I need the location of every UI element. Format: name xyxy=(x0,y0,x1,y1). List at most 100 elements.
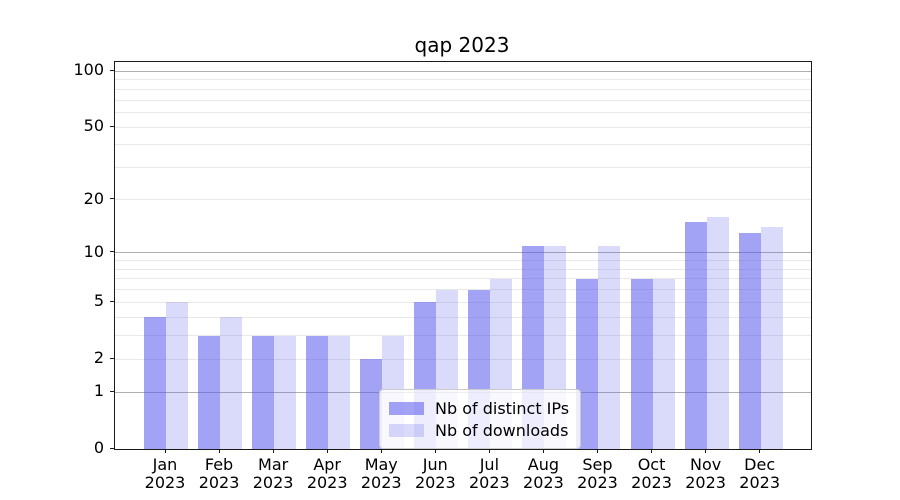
bar-downloads xyxy=(166,302,188,449)
x-tick-label: Nov 2023 xyxy=(666,456,746,492)
x-tick-month: Sep xyxy=(582,455,613,474)
x-tick-mark xyxy=(164,449,166,453)
x-tick-label: Aug 2023 xyxy=(503,456,583,492)
x-tick-mark xyxy=(759,449,761,453)
bar-downloads xyxy=(274,335,297,449)
y-tick-label: 1 xyxy=(93,381,104,401)
x-tick-mark xyxy=(272,449,274,453)
x-tick-year: 2023 xyxy=(360,473,402,492)
y-tick-label: 50 xyxy=(83,116,104,136)
bar-downloads xyxy=(220,317,243,449)
bar-distinct-ips xyxy=(684,222,707,449)
bar-distinct-ips xyxy=(360,359,383,449)
legend-label: Nb of downloads xyxy=(435,420,569,440)
minor-gridline xyxy=(115,144,811,146)
minor-gridline xyxy=(115,88,811,90)
minor-gridline xyxy=(115,289,811,291)
y-tick-mark xyxy=(110,125,114,127)
legend: Nb of distinct IPs Nb of downloads xyxy=(379,389,582,449)
bar-distinct-ips xyxy=(198,335,221,449)
x-tick-label: May 2023 xyxy=(341,456,421,492)
y-tick-label: 100 xyxy=(73,60,104,80)
bar-distinct-ips xyxy=(576,278,599,449)
x-tick-year: 2023 xyxy=(577,473,618,492)
x-tick-month: May xyxy=(364,455,398,474)
minor-gridline xyxy=(115,260,811,261)
major-gridline xyxy=(115,252,811,254)
x-tick-mark xyxy=(380,449,382,453)
x-tick-year: 2023 xyxy=(685,473,726,492)
x-tick-month: Mar xyxy=(258,455,289,474)
x-tick-month: Jun xyxy=(422,455,448,474)
y-tick-mark xyxy=(110,390,114,392)
minor-gridline xyxy=(115,111,811,113)
x-tick-label: Feb 2023 xyxy=(179,456,259,492)
legend-label: Nb of distinct IPs xyxy=(435,398,570,418)
bar-distinct-ips xyxy=(630,278,653,449)
x-tick-mark xyxy=(596,449,598,453)
x-tick-month: Jan xyxy=(152,455,178,474)
x-tick-year: 2023 xyxy=(739,473,781,492)
bar-distinct-ips xyxy=(144,317,166,449)
minor-gridline xyxy=(115,278,811,280)
x-tick-year: 2023 xyxy=(198,473,240,492)
x-tick-month: Aug xyxy=(527,455,560,474)
bar-downloads xyxy=(706,217,729,449)
y-tick-label: 5 xyxy=(93,291,104,311)
x-tick-month: Jul xyxy=(479,455,500,474)
x-tick-label: Jul 2023 xyxy=(449,456,529,492)
bar-distinct-ips xyxy=(738,233,761,449)
x-tick-year: 2023 xyxy=(631,473,672,492)
x-tick-label: Jun 2023 xyxy=(395,456,475,492)
minor-gridline xyxy=(115,79,811,81)
x-tick-month: Nov xyxy=(689,455,722,474)
y-tick-mark xyxy=(110,447,114,449)
y-tick-label: 20 xyxy=(83,188,104,208)
x-tick-year: 2023 xyxy=(469,473,510,492)
chart-title: qap 2023 xyxy=(414,33,510,57)
x-tick-label: Jan 2023 xyxy=(125,456,205,492)
legend-item: Nb of distinct IPs xyxy=(389,397,569,419)
minor-gridline xyxy=(115,358,811,360)
bar-downloads xyxy=(328,335,351,449)
y-tick-mark xyxy=(110,251,114,253)
x-tick-label: Oct 2023 xyxy=(612,456,692,492)
minor-gridline xyxy=(115,268,811,270)
minor-gridline xyxy=(115,301,811,303)
x-tick-month: Feb xyxy=(204,455,234,474)
y-tick-label: 10 xyxy=(83,241,104,261)
legend-swatch xyxy=(389,401,424,415)
plot-area: Nb of distinct IPs Nb of downloads xyxy=(114,61,812,450)
x-tick-year: 2023 xyxy=(523,473,564,492)
x-tick-mark xyxy=(326,449,328,453)
x-tick-mark xyxy=(705,449,707,453)
y-tick-mark xyxy=(110,300,114,302)
bar-downloads xyxy=(652,278,675,449)
x-tick-year: 2023 xyxy=(252,473,294,492)
x-tick-label: Mar 2023 xyxy=(233,456,313,492)
x-tick-mark xyxy=(434,449,436,453)
minor-gridline xyxy=(115,199,811,201)
x-tick-year: 2023 xyxy=(306,473,348,492)
x-tick-mark xyxy=(542,449,544,453)
legend-swatch xyxy=(389,423,424,437)
y-tick-label: 2 xyxy=(93,348,104,368)
bar-downloads xyxy=(760,227,783,449)
x-tick-month: Oct xyxy=(637,455,666,474)
y-tick-mark xyxy=(110,198,114,200)
x-tick-label: Apr 2023 xyxy=(287,456,367,492)
bar-distinct-ips xyxy=(252,335,275,449)
minor-gridline xyxy=(115,167,811,169)
y-tick-label: 0 xyxy=(93,438,104,457)
major-gridline xyxy=(115,70,811,72)
x-tick-label: Dec 2023 xyxy=(720,456,800,492)
y-tick-mark xyxy=(110,69,114,71)
x-tick-year: 2023 xyxy=(144,473,186,492)
x-tick-month: Dec xyxy=(744,455,776,474)
legend-item: Nb of downloads xyxy=(389,419,569,441)
minor-gridline xyxy=(115,335,811,336)
x-tick-year: 2023 xyxy=(414,473,456,492)
x-tick-mark xyxy=(218,449,220,453)
bar-downloads xyxy=(598,245,621,449)
